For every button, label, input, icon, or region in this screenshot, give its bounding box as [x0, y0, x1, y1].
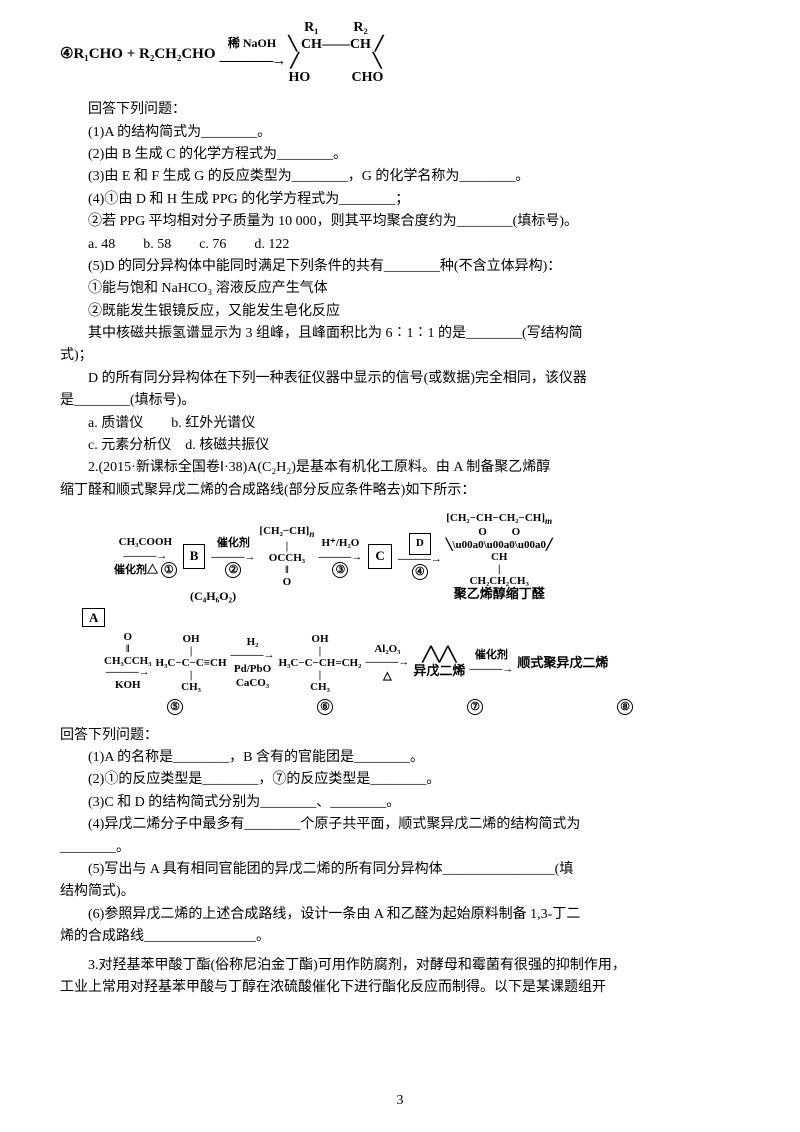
eq4-reactants: ④R₁CHO + R₂CH₂CHO — [60, 42, 216, 66]
q1-p6d: c. 元素分析仪 d. 核磁共振仪 — [60, 435, 740, 457]
q1-p3: (3)由 E 和 F 生成 G 的反应类型为________，G 的化学名称为_… — [60, 166, 740, 188]
q2-intro: 2.(2015·新课标全国卷Ⅰ·38)A(C₂H₂)是基本有机化工原料。由 A … — [60, 457, 740, 479]
poly2-top: [CH₂−CH−CH₂−CH] — [446, 512, 545, 524]
q1-p1: (1)A 的结构简式为________。 — [60, 122, 740, 144]
q2-p6a: (6)参照异戊二烯的上述合成路线，设计一条由 A 和乙醛为起始原料制备 1,3-… — [60, 904, 740, 926]
prod-ho: HO — [289, 70, 311, 87]
q1-p5e: 式)； — [60, 345, 740, 367]
equation-4: ④R₁CHO + R₂CH₂CHO 稀 NaOH ————→ R₁ R₂ ╲ C… — [60, 20, 740, 87]
q1-intro: 回答下列问题： — [60, 99, 740, 121]
alk-oh: OH — [182, 633, 199, 645]
q1-p2: (2)由 B 生成 C 的化学方程式为________。 — [60, 144, 740, 166]
circ-6: ⑥ — [317, 699, 333, 715]
int2-ch3: CH₃ — [310, 681, 330, 693]
ketone-struct: O ‖ CH₃CCH₃ — [104, 631, 152, 667]
int2-oh: OH — [311, 633, 328, 645]
page-number: 3 — [397, 1090, 404, 1112]
q1-p5b: ①能与饱和 NaHCO₃ 溶液反应产生气体 — [60, 278, 740, 300]
poly1: [CH₂−CH]n | OCCH₃ ‖ O — [259, 525, 314, 588]
box-a: A — [82, 608, 105, 627]
ket-db: ‖ — [126, 643, 130, 655]
poly1-o: O — [283, 576, 292, 588]
box-c: C — [368, 544, 391, 569]
q3-p2: 工业上常用对羟基苯甲酸与丁醇在浓硫酸催化下进行酯化反应而制得。以下是某课题组开 — [60, 977, 740, 999]
arrow-hh2o: H⁺/H₂O ———→ ③ — [318, 535, 362, 578]
q2-p1: (1)A 的名称是________，B 含有的官能团是________。 — [60, 747, 740, 769]
eq4-arrow: 稀 NaOH ————→ — [220, 34, 285, 73]
prod-cho: CHO — [351, 70, 383, 87]
diagram-bottom-labels: ⑤ ⑥ ⑦ ⑧ — [80, 695, 720, 715]
int2-bar: | — [319, 645, 321, 657]
ket-o: O — [123, 631, 132, 643]
alk-body: H₃C−C−C≡CH — [156, 657, 227, 669]
poly1-mid: OCCH₃ — [269, 552, 305, 564]
label-koh: KOH — [115, 677, 141, 695]
alk-bar: | — [190, 645, 192, 657]
prod-top: R₁ R₂ — [289, 20, 384, 37]
circ-5: ⑤ — [167, 699, 183, 715]
circ-2: ② — [225, 562, 241, 578]
int2-body: H₃C−C−CH=CH₂ — [279, 657, 362, 669]
arrow-d: D ———→ ④ — [398, 533, 442, 580]
arrow-icon: ————→ — [220, 49, 285, 73]
alkynol: OH | H₃C−C−C≡CH | CH₃ — [156, 633, 227, 693]
alkenol: OH | H₃C−C−CH=CH₂ | CH₃ — [279, 633, 362, 693]
label-catd: 催化剂△ — [114, 564, 158, 576]
circ-8: ⑧ — [617, 699, 633, 715]
arrow-al2o3: Al₂O₃ ———→ △ — [365, 641, 409, 686]
label-isoprene: 异戊二烯 — [413, 664, 465, 678]
q1-p4a: (4)①由 D 和 H 生成 PPG 的化学方程式为________； — [60, 189, 740, 211]
label-delta: △ — [383, 668, 391, 686]
circ-1: ① — [161, 562, 177, 578]
prod-mid: CH——CH — [301, 37, 371, 54]
prodname1: 聚乙烯醇缩丁醛 — [454, 587, 545, 601]
q1-p4b: ②若 PPG 平均相对分子质量为 10 000，则其平均聚合度约为_______… — [60, 211, 740, 233]
arrow-cat2: 催化剂 ———→ — [469, 647, 513, 678]
poly2: [CH₂−CH−CH₂−CH]m O O ╲\u00a0\u00a0\u00a0… — [446, 512, 553, 601]
q2-p6b: 烯的合成路线________________。 — [60, 926, 740, 948]
arrow-h2: H₂ ———→ Pd/PbO CaCO₃ — [231, 634, 275, 692]
alk-ch3: CH₃ — [181, 681, 201, 693]
box-b: B — [183, 544, 206, 569]
q1-p4c: a. 48 b. 58 c. 76 d. 122 — [60, 234, 740, 256]
q2-p2: (2)①的反应类型是________，⑦的反应类型是________。 — [60, 769, 740, 791]
q2-p4b: ________。 — [60, 837, 740, 859]
q2-p3: (3)C 和 D 的结构简式分别为________、________。 — [60, 792, 740, 814]
q1-p6c: a. 质谱仪 b. 红外光谱仪 — [60, 413, 740, 435]
sub-n: n — [309, 530, 314, 540]
poly2-ch: CH — [491, 551, 508, 563]
isoprene-struct: ╱╲╱╲ 异戊二烯 — [413, 648, 465, 678]
q1-p6b: 是________(填标号)。 — [60, 390, 740, 412]
diagram-row-bot: O ‖ CH₃CCH₃ ———→ KOH OH | H₃C−C−C≡CH | C… — [80, 631, 720, 694]
circ-4: ④ — [412, 564, 428, 580]
q1-p5d: 其中核磁共振氢谱显示为 3 组峰，且峰面积比为 6∶1∶1 的是________… — [60, 323, 740, 345]
q2-after: 回答下列问题： — [60, 725, 740, 747]
synthesis-diagram: CH₃COOH ———→ 催化剂△ ① B 催化剂 ———→ ② [CH₂−CH… — [80, 512, 720, 714]
q1-p5c: ②既能发生银镜反应，又能发生皂化反应 — [60, 301, 740, 323]
sub-m: m — [545, 516, 552, 526]
poly2-o: O O — [478, 526, 520, 538]
q1-p6a: D 的所有同分异构体在下列一种表征仪器中显示的信号(或数据)完全相同，该仪器 — [60, 368, 740, 390]
circ-3: ③ — [332, 562, 348, 578]
prodname2: 顺式聚异戊二烯 — [517, 653, 608, 674]
q2-p5a: (5)写出与 A 具有相同官能团的异戊二烯的所有同分异构体___________… — [60, 859, 740, 881]
q2-p5b: 结构简式)。 — [60, 881, 740, 903]
poly1-top: [CH₂−CH] — [259, 525, 309, 537]
circ-7: ⑦ — [467, 699, 483, 715]
q2-p4a: (4)异戊二烯分子中最多有________个原子共平面，顺式聚异戊二烯的结构简式… — [60, 814, 740, 836]
q3-p1: 3.对羟基苯甲酸丁酯(俗称尼泊金丁酯)可用作防腐剂，对酵母和霉菌有很强的抑制作用… — [60, 955, 740, 977]
eq4-product: R₁ R₂ ╲ CH——CH ╱ ╱╲ HO CHO — [289, 20, 384, 87]
q1-p5a: (5)D 的同分异构体中能同时满足下列条件的共有________种(不含立体异构… — [60, 256, 740, 278]
label-caco3: CaCO₃ — [236, 675, 269, 693]
arrow-ch3cooh: CH₃COOH ———→ 催化剂△ ① — [114, 534, 177, 579]
q2-intro2: 缩丁醛和顺式聚异戊二烯的合成路线(部分反应条件略去)如下所示： — [60, 480, 740, 502]
arrow-cat: 催化剂 ———→ ② — [211, 535, 255, 578]
arrow-ketone: O ‖ CH₃CCH₃ ———→ KOH — [104, 631, 152, 694]
